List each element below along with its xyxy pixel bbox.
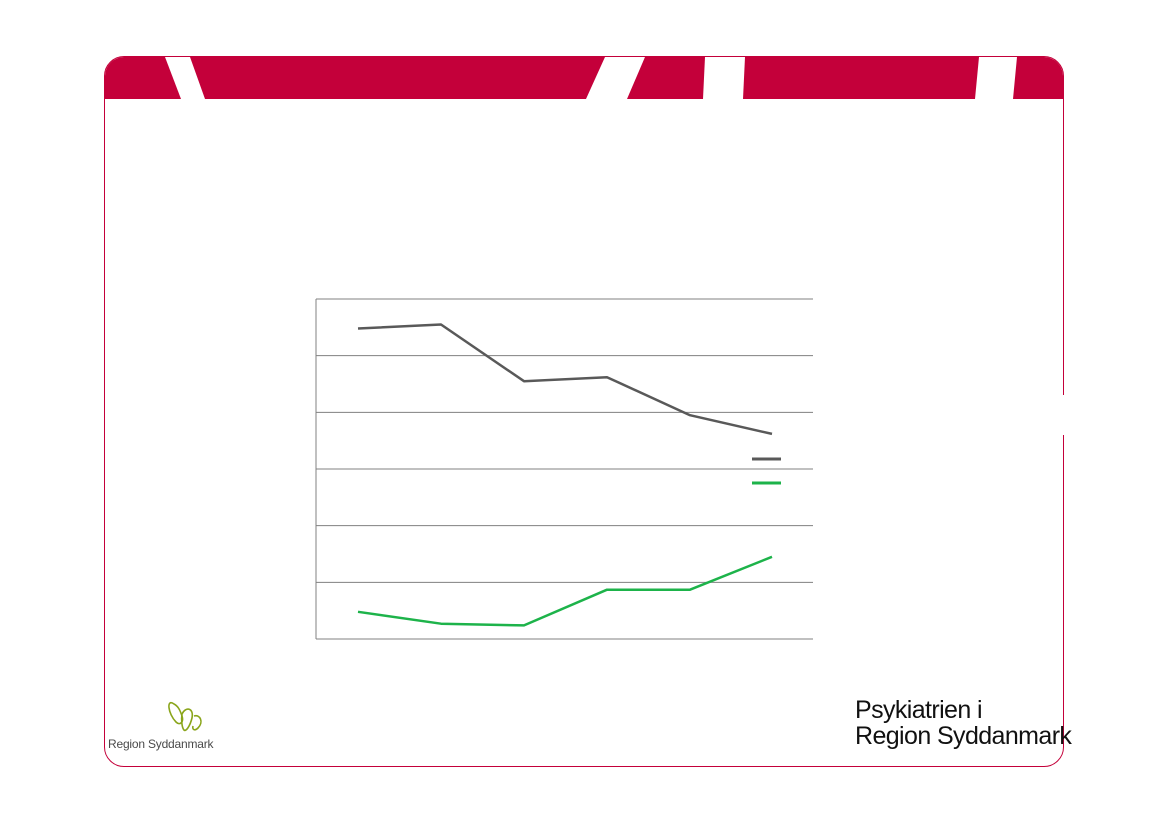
psykiatrien-logo-line1: Psykiatrien i xyxy=(855,696,983,724)
header-band xyxy=(105,57,1063,99)
region-syddanmark-logo-text: Region Syddanmark xyxy=(108,737,214,751)
psykiatrien-logo-line2: Region Syddanmark xyxy=(855,722,1072,750)
slide-frame xyxy=(104,56,1064,767)
chart-series xyxy=(357,323,773,627)
chart-grid xyxy=(315,298,813,640)
series-line-2 xyxy=(357,555,773,627)
psykiatrien-logo: Psykiatrien i Region Syddanmark xyxy=(855,696,1072,750)
region-syddanmark-logo: Region Syddanmark xyxy=(108,700,238,755)
series-line-1 xyxy=(357,323,773,436)
frame-notch xyxy=(1062,395,1070,435)
region-syddanmark-butterfly-icon xyxy=(168,701,202,732)
chart-legend xyxy=(752,457,781,485)
